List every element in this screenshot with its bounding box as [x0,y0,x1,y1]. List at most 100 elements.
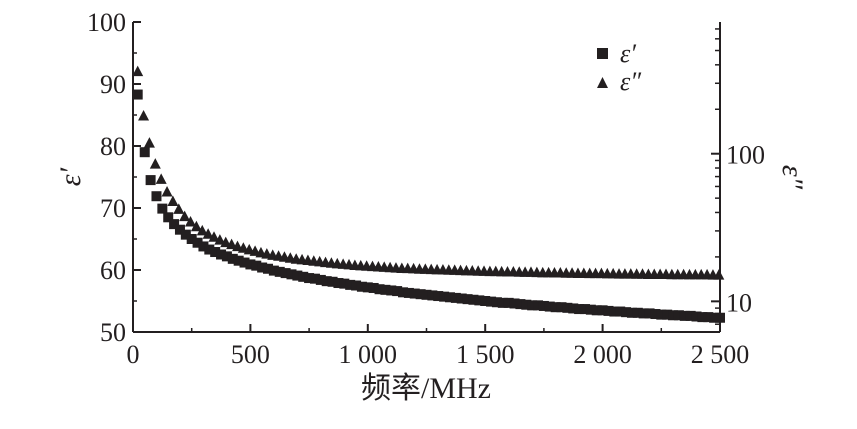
eps-prime-point [585,304,596,315]
y-left-tick-label: 60 [100,256,126,285]
eps-prime-point [515,299,526,310]
eps-prime-point [409,288,420,299]
eps-prime-point [579,304,590,315]
eps-prime-point [221,251,232,262]
eps-double-prime-point [196,224,208,236]
eps-prime-point [550,302,561,313]
eps-double-prime-point [190,220,202,232]
y-axis-left-title: ε′ [54,167,87,186]
eps-prime-point [263,263,274,274]
eps-prime-point [386,285,397,296]
eps-prime-point [662,309,673,320]
eps-prime-point [368,282,379,293]
eps-double-prime-point [185,215,197,227]
eps-prime-point [245,259,256,270]
eps-double-prime-point [208,231,220,242]
eps-prime-point [403,287,414,298]
eps-prime-point [380,284,391,295]
eps-prime-point [362,282,373,293]
eps-prime-point [632,307,643,318]
eps-prime-point [597,305,608,316]
eps-double-prime-point [713,269,725,280]
eps-prime-point [304,273,315,284]
x-tick-label: 2 000 [573,340,632,369]
eps-double-prime-point [132,65,144,77]
eps-prime-point [227,253,238,264]
eps-prime-point [626,307,637,318]
eps-double-prime-point [173,203,185,214]
eps-prime-point [709,312,720,323]
eps-prime-point [703,312,714,323]
x-tick-label: 500 [231,340,270,369]
eps-prime-point [503,297,514,308]
eps-prime-point [538,300,549,311]
eps-double-prime-point [138,110,150,121]
eps-prime-point [556,302,567,313]
eps-prime-point [415,289,426,300]
eps-prime-point [574,304,585,315]
eps-prime-point [433,291,444,302]
legend-label-eps-double-prime: ε″ [620,67,642,96]
legend-label-eps-prime: ε′ [620,39,636,68]
eps-prime-point [268,265,279,276]
eps-prime-point [169,219,180,230]
eps-prime-point [521,299,532,310]
eps-prime-point [274,266,285,277]
eps-prime-point [603,305,614,316]
eps-prime-point [456,293,467,304]
eps-prime-point [315,274,326,285]
eps-prime-point [656,309,667,320]
eps-prime-point [527,300,538,311]
eps-prime-point [468,294,479,305]
y-left-tick-label: 90 [100,70,126,99]
eps-prime-point [392,286,403,297]
eps-prime-point [697,312,708,323]
eps-prime-point [210,247,221,258]
eps-prime-point [257,262,268,273]
y-left-tick-label: 70 [100,194,126,223]
series-eps-double-prime [132,65,725,280]
eps-double-prime-point [167,195,179,206]
eps-prime-point [298,271,309,282]
x-tick-label: 1 000 [339,340,398,369]
eps-prime-point [398,287,409,298]
eps-prime-point [180,229,191,240]
eps-prime-point [151,191,162,202]
x-tick-label: 0 [127,340,140,369]
eps-prime-point [174,224,185,235]
eps-prime-point [444,292,455,303]
series-eps-prime [132,89,725,323]
eps-prime-point [509,298,520,309]
x-ticks: 0 500 1 000 1 500 2 000 2 500 [127,324,749,369]
eps-double-prime-point [179,210,191,222]
eps-prime-point [345,279,356,290]
y-right-ticks: 10 100 [711,28,765,325]
eps-prime-point [679,310,690,321]
eps-prime-point [421,289,432,300]
x-axis-title: 频率/MHz [361,372,491,405]
eps-prime-point [356,281,367,292]
eps-prime-point [233,255,244,266]
eps-prime-point [450,292,461,303]
legend-marker-square [597,48,608,59]
eps-double-prime-point [161,186,173,197]
eps-prime-point [157,203,168,214]
eps-prime-point [497,297,508,308]
y-right-tick-label: 100 [726,141,765,170]
eps-prime-point [333,278,344,289]
eps-prime-point [139,147,150,158]
eps-prime-point [486,296,497,307]
eps-prime-point [198,241,209,252]
eps-prime-point [668,310,679,321]
eps-prime-point [609,306,620,317]
eps-prime-point [163,212,174,223]
eps-prime-point [132,89,143,100]
eps-prime-point [145,175,156,186]
x-tick-label: 1 500 [456,340,515,369]
eps-prime-point [321,276,332,287]
eps-prime-point [292,270,303,281]
eps-prime-point [568,303,579,314]
eps-prime-point [251,260,262,271]
eps-prime-point [439,291,450,302]
